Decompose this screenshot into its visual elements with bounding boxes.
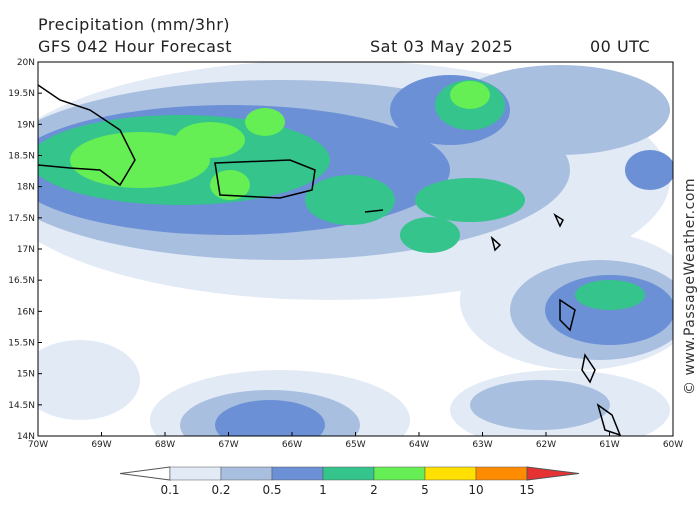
lat-label: 18N xyxy=(17,183,35,193)
lon-label: 70W xyxy=(28,440,48,450)
lon-label: 61W xyxy=(599,440,619,450)
legend-label: 15 xyxy=(519,483,534,497)
lon-label: 60W xyxy=(663,440,683,450)
legend-swatch xyxy=(322,466,375,481)
legend-label: 5 xyxy=(421,483,429,497)
legend-swatch xyxy=(475,466,528,481)
title: Precipitation (mm/3hr) xyxy=(38,15,230,34)
lat-label: 14N xyxy=(17,432,35,442)
forecast-date: Sat 03 May 2025 xyxy=(370,37,513,56)
legend-label: 0.2 xyxy=(211,483,230,497)
precip-field xyxy=(38,62,673,436)
lat-label: 17.5N xyxy=(8,214,35,224)
forecast-time: 00 UTC xyxy=(590,37,650,56)
legend-label: 10 xyxy=(468,483,483,497)
lat-label: 16N xyxy=(17,307,35,317)
lon-label: 63W xyxy=(472,440,492,450)
subtitle: GFS 042 Hour Forecast xyxy=(38,37,232,56)
lat-label: 19N xyxy=(17,120,35,130)
lon-label: 66W xyxy=(282,440,302,450)
lon-label: 64W xyxy=(409,440,429,450)
lat-label: 16.5N xyxy=(8,276,35,286)
lat-label: 19.5N xyxy=(8,89,35,99)
legend-swatch xyxy=(169,466,222,481)
legend-swatch xyxy=(271,466,324,481)
lat-label: 15N xyxy=(17,370,35,380)
lon-label: 68W xyxy=(155,440,175,450)
legend-swatch xyxy=(220,466,273,481)
legend-label: 0.5 xyxy=(262,483,281,497)
legend-arrow-low xyxy=(119,466,171,481)
lat-label: 14.5N xyxy=(8,401,35,411)
lon-label: 69W xyxy=(91,440,111,450)
legend-swatch xyxy=(424,466,477,481)
lon-label: 65W xyxy=(345,440,365,450)
lat-label: 20N xyxy=(17,58,35,68)
lat-label: 17N xyxy=(17,245,35,255)
lat-label: 18.5N xyxy=(8,152,35,162)
credit: © www.PassageWeather.com xyxy=(682,178,698,395)
lat-label: 15.5N xyxy=(8,339,35,349)
legend-label: 0.1 xyxy=(160,483,179,497)
legend-arrow-high xyxy=(526,466,580,481)
lon-label: 67W xyxy=(218,440,238,450)
legend-swatch xyxy=(373,466,426,481)
legend-label: 1 xyxy=(319,483,327,497)
legend-label: 2 xyxy=(370,483,378,497)
lon-label: 62W xyxy=(536,440,556,450)
